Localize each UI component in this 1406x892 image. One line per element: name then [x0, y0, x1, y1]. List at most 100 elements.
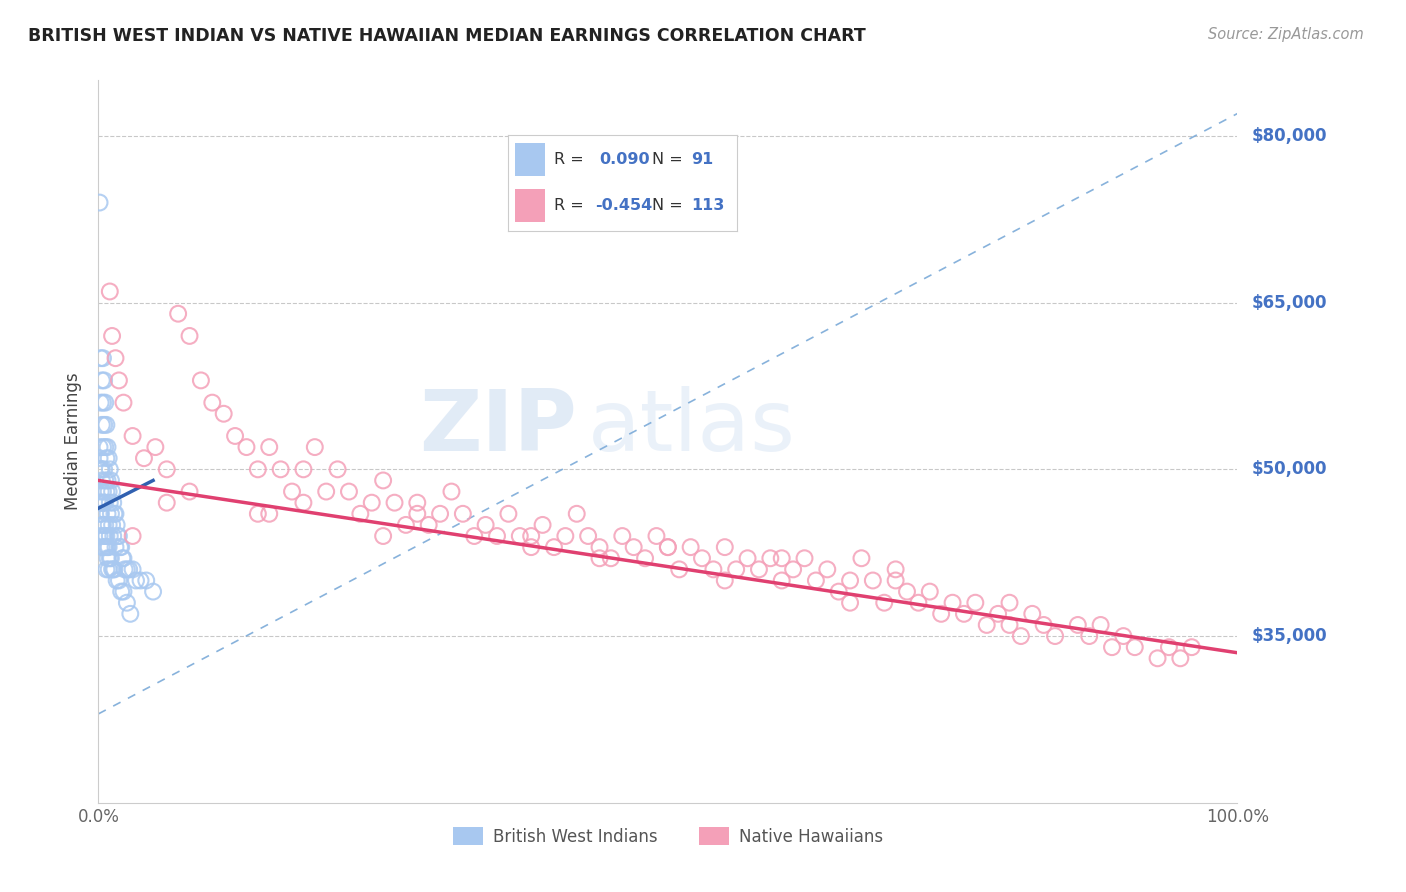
Point [94, 440, 117, 454]
Point [1043, 629, 1066, 643]
Point [828, 584, 851, 599]
Point [259, 440, 281, 454]
Point [873, 596, 896, 610]
Point [108, 373, 131, 387]
Point [942, 596, 965, 610]
Text: N =: N = [652, 152, 683, 167]
Point [1101, 640, 1123, 655]
Point [91, 395, 114, 409]
Point [1123, 640, 1146, 655]
Text: 113: 113 [692, 198, 724, 213]
Point [101, 562, 124, 576]
Point [657, 540, 679, 554]
Point [360, 496, 382, 510]
Point [103, 496, 125, 510]
Text: atlas: atlas [588, 385, 796, 468]
Point [93, 462, 115, 476]
Point [98, 496, 121, 510]
Point [90, 484, 112, 499]
Point [520, 540, 543, 554]
Point [104, 540, 127, 554]
Point [179, 484, 201, 499]
Point [714, 540, 737, 554]
Point [884, 574, 907, 588]
Point [121, 529, 143, 543]
Point [111, 551, 134, 566]
Point [90, 474, 112, 488]
Point [114, 562, 136, 576]
Text: Source: ZipAtlas.com: Source: ZipAtlas.com [1208, 27, 1364, 42]
Point [623, 540, 645, 554]
Text: -0.454: -0.454 [595, 198, 652, 213]
Point [120, 607, 142, 621]
Point [121, 562, 143, 576]
Point [101, 484, 124, 499]
Point [103, 562, 125, 576]
Point [96, 417, 118, 432]
Point [588, 540, 610, 554]
Point [953, 607, 976, 621]
Point [94, 474, 117, 488]
Point [179, 329, 201, 343]
Text: N =: N = [652, 198, 683, 213]
Point [714, 574, 737, 588]
Point [998, 596, 1021, 610]
Point [103, 562, 125, 576]
Point [103, 507, 125, 521]
Point [1010, 629, 1032, 643]
Point [89, 440, 111, 454]
Point [600, 551, 623, 566]
Point [384, 496, 406, 510]
Text: $65,000: $65,000 [1251, 293, 1327, 311]
Point [115, 596, 138, 610]
Point [1090, 618, 1112, 632]
Point [90, 496, 112, 510]
Bar [515, 144, 544, 176]
Point [702, 562, 724, 576]
Point [918, 584, 941, 599]
Point [668, 562, 690, 576]
Point [91, 496, 114, 510]
Point [93, 529, 115, 543]
Point [1021, 607, 1043, 621]
Point [509, 529, 531, 543]
Point [145, 440, 167, 454]
Point [90, 351, 112, 366]
Point [135, 574, 157, 588]
Point [90, 540, 112, 554]
Bar [515, 189, 544, 222]
Point [235, 440, 257, 454]
Point [89, 451, 111, 466]
Point [292, 462, 315, 476]
Point [645, 529, 668, 543]
Point [224, 429, 246, 443]
Point [97, 562, 120, 576]
Point [121, 429, 143, 443]
Point [110, 584, 132, 599]
Point [406, 496, 429, 510]
Point [679, 540, 702, 554]
Legend: British West Indians, Native Hawaiians: British West Indians, Native Hawaiians [446, 821, 890, 852]
Point [105, 574, 128, 588]
Point [246, 462, 269, 476]
Point [90, 373, 112, 387]
Point [97, 540, 120, 554]
Point [839, 596, 862, 610]
Point [474, 517, 496, 532]
Point [91, 517, 114, 532]
Point [588, 551, 610, 566]
Point [90, 507, 112, 521]
Y-axis label: Median Earnings: Median Earnings [65, 373, 83, 510]
Point [129, 574, 152, 588]
Point [108, 574, 131, 588]
Point [105, 517, 128, 532]
Text: ZIP: ZIP [419, 385, 576, 468]
Point [884, 562, 907, 576]
Point [107, 529, 129, 543]
Point [156, 496, 179, 510]
Point [89, 496, 111, 510]
Point [965, 596, 987, 610]
Text: $50,000: $50,000 [1251, 460, 1327, 478]
Point [326, 462, 349, 476]
Point [634, 551, 657, 566]
